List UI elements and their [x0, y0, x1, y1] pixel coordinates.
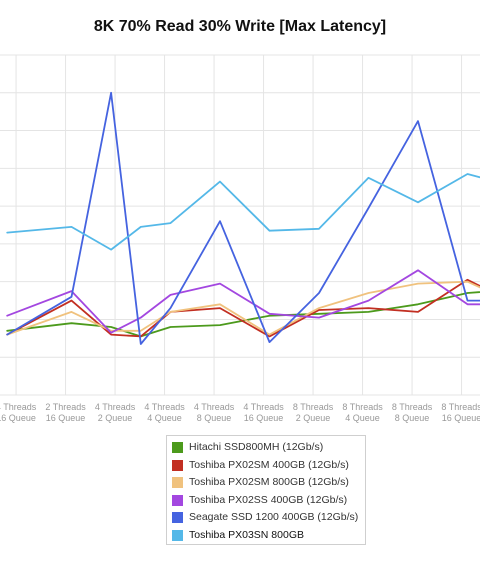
legend-item: Hitachi SSD800MH (12Gb/s) — [172, 439, 365, 457]
series-lines — [6, 91, 480, 345]
legend-swatch — [172, 442, 183, 454]
chart-title: 8K 70% Read 30% Write [Max Latency] — [93, 18, 387, 35]
horizontal-gridlines — [0, 54, 480, 396]
x-tick-label: 4 Threads 2 Queue — [95, 402, 136, 423]
series-line-3 — [6, 280, 480, 336]
x-tick-label: 4 Threads 8 Queue — [194, 402, 235, 423]
legend-swatch — [172, 459, 183, 471]
legend-swatch — [172, 494, 183, 506]
series-line-2 — [6, 278, 480, 338]
series-line-1 — [6, 291, 480, 338]
x-tick-label: 8 Threads 2 Queue — [293, 402, 334, 423]
legend-label: Hitachi SSD800MH (12Gb/s) — [189, 441, 324, 453]
vertical-gridlines — [15, 55, 463, 395]
legend-swatch — [172, 512, 183, 524]
x-tick-label: 8 Threads 4 Queue — [342, 402, 383, 423]
legend-label: Toshiba PX03SN 800GB — [189, 528, 304, 541]
x-tick-label: 8 Threads 16 Queue — [441, 402, 480, 423]
legend-item: Toshiba PX03SN 800GB — [172, 527, 365, 545]
legend-swatch — [172, 477, 183, 489]
series-line-4 — [6, 269, 480, 334]
series-line-5 — [6, 91, 480, 345]
legend-item: Toshiba PX02SS 400GB (12Gb/s) — [172, 492, 365, 510]
legend-label: Toshiba PX02SS 400GB (12Gb/s) — [189, 493, 348, 506]
legend-item: Toshiba PX02SM 800GB (12Gb/s) — [172, 474, 365, 492]
x-tick-label: 4 Threads 4 Queue — [144, 402, 185, 423]
legend: Hitachi SSD800MH (12Gb/s) Toshiba PX02SM … — [166, 435, 366, 545]
legend-label: Seagate SSD 1200 400GB (12Gb/s) — [189, 511, 359, 523]
legend-swatch — [172, 529, 183, 541]
legend-label: Toshiba PX02SM 400GB (12Gb/s) — [189, 458, 349, 471]
series-line-6 — [6, 173, 480, 251]
legend-label: Toshiba PX02SM 800GB (12Gb/s) — [189, 476, 349, 488]
x-tick-label: 8 Threads 8 Queue — [392, 402, 433, 423]
x-tick-label: 2 Threads 16 Queue — [45, 402, 86, 423]
legend-item: Seagate SSD 1200 400GB (12Gb/s) — [172, 509, 365, 527]
legend-item: Toshiba PX02SM 400GB (12Gb/s) — [172, 457, 365, 475]
